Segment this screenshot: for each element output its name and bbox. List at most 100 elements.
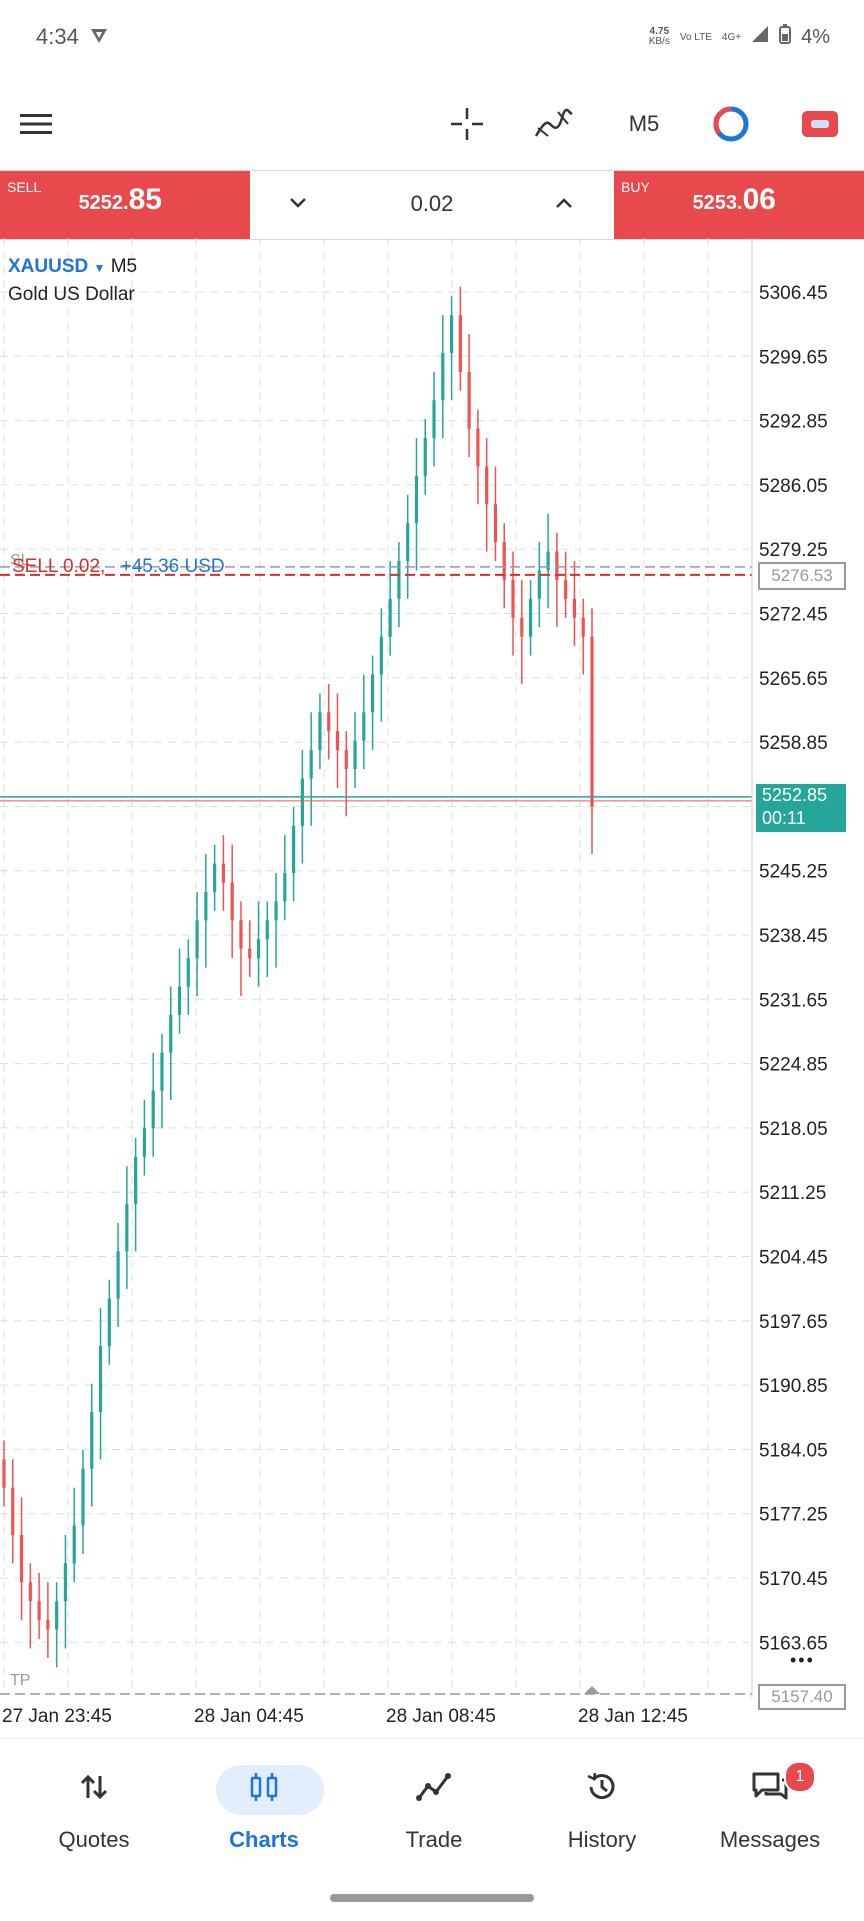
network-type: 4G+: [721, 31, 742, 43]
decrease-lot-icon[interactable]: [286, 191, 310, 222]
candle-body: [327, 712, 331, 732]
buy-button[interactable]: BUY 5253.06: [614, 171, 864, 239]
candle-body: [449, 315, 454, 353]
messages-icon: [684, 1767, 856, 1807]
position-label[interactable]: SELL 0.02, +45.36 USD: [12, 556, 225, 577]
nav-charts[interactable]: Charts: [178, 1739, 350, 1859]
price-tick-label: 5238.45: [759, 926, 828, 947]
one-click-trading-icon[interactable]: [800, 106, 840, 142]
nav-history[interactable]: History: [516, 1739, 688, 1859]
signal-icon: [751, 25, 769, 49]
candle-body: [63, 1563, 68, 1602]
price-lines: [0, 566, 752, 1695]
indicators-icon[interactable]: [534, 106, 574, 142]
candle-body: [370, 674, 375, 713]
price-tick-label: 5279.25: [759, 540, 828, 561]
candle-body: [485, 466, 489, 505]
price-tick-label: 5177.25: [759, 1505, 828, 1526]
candles: [2, 286, 594, 1668]
candle-body: [511, 579, 515, 618]
candle-body: [116, 1251, 120, 1299]
open-price-tag: 5276.53: [758, 562, 846, 590]
price-tick-label: 5163.65: [759, 1633, 828, 1654]
candle-body: [274, 901, 278, 921]
trade-bar: SELL 5252.85 0.02 BUY 5253.06: [0, 170, 864, 240]
status-time: 4:34: [36, 24, 79, 49]
price-tick-label: 5272.45: [759, 605, 828, 626]
candle-body: [186, 958, 190, 987]
lot-input[interactable]: 0.02: [410, 191, 454, 216]
nav-messages[interactable]: 1 Messages: [684, 1739, 856, 1859]
candle-body: [248, 948, 252, 959]
candle-body: [230, 882, 234, 921]
chart-symbol-header[interactable]: XAUUSD ▼ M5: [8, 256, 137, 278]
symbol-name[interactable]: XAUUSD: [8, 256, 89, 277]
home-indicator[interactable]: [330, 1894, 534, 1902]
candle-body: [90, 1412, 94, 1469]
crosshair-icon[interactable]: [448, 106, 486, 142]
price-tick-label: 5190.85: [759, 1376, 828, 1397]
nav-trade-label: Trade: [405, 1827, 463, 1852]
candle-body: [546, 551, 550, 571]
candle-body: [265, 920, 269, 940]
chart-shift-marker: [584, 1686, 600, 1694]
candle-body: [344, 750, 348, 770]
sell-button[interactable]: SELL 5252.85: [0, 171, 250, 239]
symbol-dropdown-icon[interactable]: ▼: [93, 261, 106, 275]
sl-label: SL: [10, 552, 30, 569]
timeframe-button[interactable]: M5: [628, 111, 660, 136]
price-tick-label: 5265.65: [759, 669, 828, 690]
lot-selector: 0.02: [250, 171, 614, 239]
price-tick-label: 5218.05: [759, 1119, 828, 1140]
price-tick-label: 5231.65: [759, 990, 828, 1011]
increase-lot-icon[interactable]: [552, 191, 576, 222]
candle-body: [283, 873, 287, 902]
price-tick-label: 5299.65: [759, 347, 828, 368]
candle-body: [125, 1204, 129, 1252]
charts-icon: [178, 1767, 350, 1807]
price-tick-label: 5184.05: [759, 1440, 828, 1461]
price-tick-label: 5245.25: [759, 862, 828, 883]
time-tick-label: 28 Jan 08:45: [386, 1706, 496, 1727]
candle-body: [318, 712, 322, 751]
candle-body: [177, 986, 182, 1015]
time-axis: 27 Jan 23:45 28 Jan 04:45 28 Jan 08:45 28 J…: [2, 1706, 688, 1727]
buy-label: BUY: [621, 179, 650, 195]
candle-body: [55, 1601, 59, 1630]
menu-icon[interactable]: [18, 106, 54, 142]
nav-quotes[interactable]: Quotes: [8, 1739, 180, 1859]
candle-body: [458, 315, 462, 372]
candle-body: [309, 750, 313, 779]
candle-body: [142, 1128, 147, 1157]
more-options-icon[interactable]: •••: [790, 1650, 815, 1670]
candle-body: [28, 1582, 32, 1602]
chart-canvas[interactable]: 5306.45 5299.65 5292.85 5286.05 5279.25 5272.…: [0, 238, 864, 1728]
candle-body: [379, 636, 383, 675]
price-chart[interactable]: 5306.45 5299.65 5292.85 5286.05 5279.25 5272.…: [0, 238, 864, 1728]
candle-body: [432, 400, 436, 439]
candle-body: [441, 352, 445, 401]
nav-messages-label: Messages: [719, 1827, 821, 1852]
notification-icon: [90, 28, 108, 49]
candle-body: [555, 551, 559, 580]
candle-body: [81, 1468, 85, 1526]
quotes-icon: [8, 1767, 180, 1807]
candle-body: [213, 863, 217, 892]
tp-label: TP: [10, 1672, 31, 1689]
sell-label: SELL: [7, 179, 42, 195]
candle-body: [2, 1459, 6, 1488]
candle-body: [11, 1487, 15, 1535]
price-tick-label: 5306.45: [759, 283, 828, 304]
nav-trade[interactable]: Trade: [348, 1739, 520, 1859]
candle-body: [520, 617, 524, 637]
nav-charts-label: Charts: [229, 1827, 299, 1852]
candle-body: [493, 504, 498, 543]
candle-body: [590, 636, 594, 807]
price-tick-label: 5258.85: [759, 733, 828, 754]
price-tick-label: 5170.45: [759, 1569, 828, 1590]
candle-body: [46, 1620, 50, 1630]
account-pie-icon[interactable]: [712, 106, 750, 142]
chart-grid: [0, 238, 752, 1694]
price-tick-label: 5286.05: [759, 476, 828, 497]
candle-body: [195, 920, 199, 959]
